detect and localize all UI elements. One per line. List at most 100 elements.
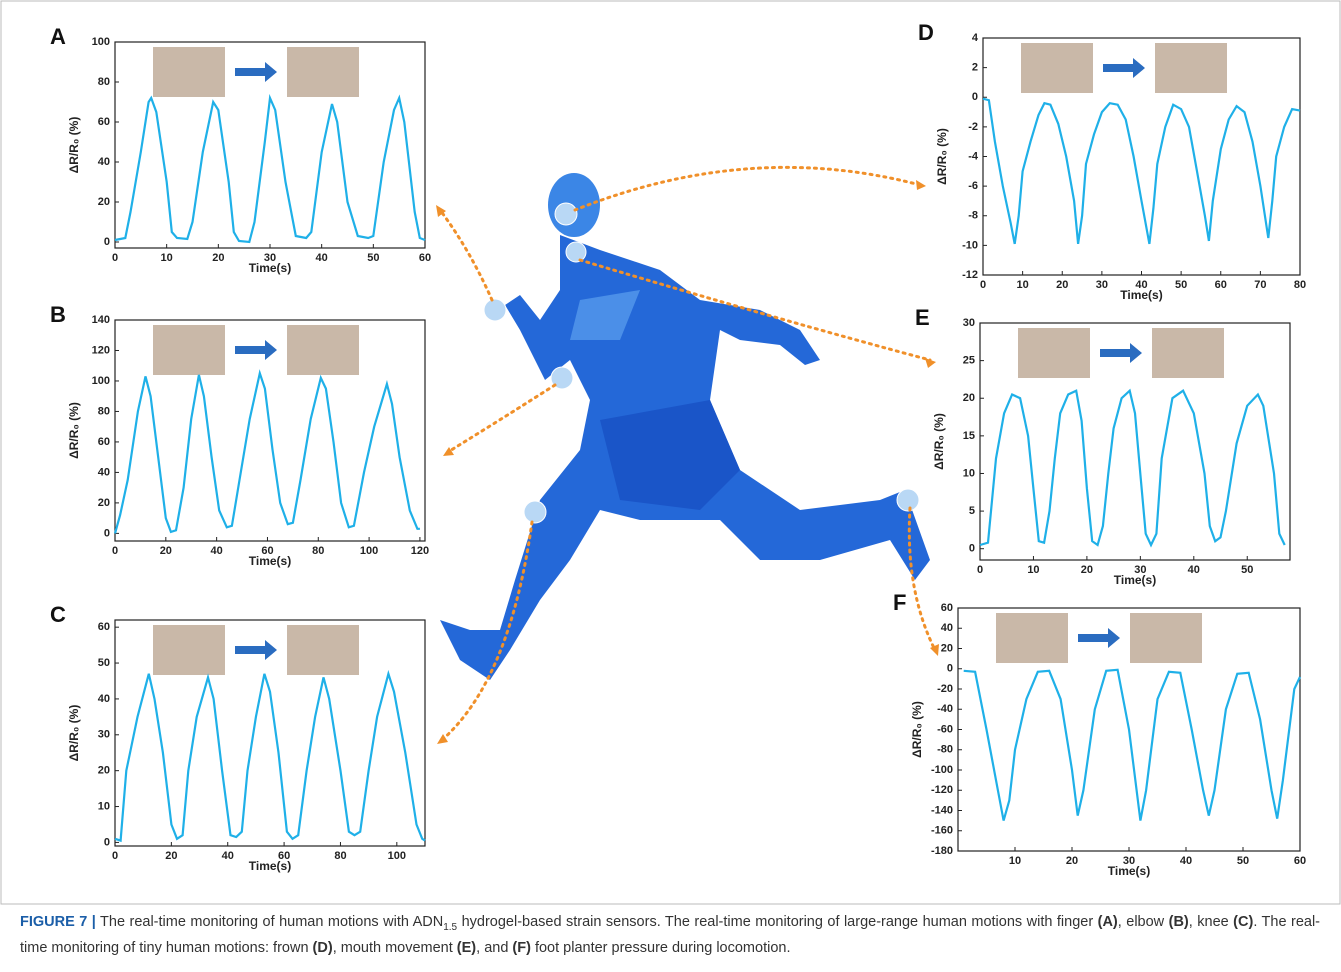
photo-arrow <box>1100 343 1142 363</box>
caption-text: (E) <box>457 940 476 956</box>
x-tick-label: 10 <box>1009 855 1021 867</box>
y-tick-label: -6 <box>968 180 978 192</box>
x-tick-label: 70 <box>1254 279 1266 291</box>
y-tick-label: 120 <box>92 344 110 356</box>
data-line <box>115 674 425 841</box>
y-tick-label: -60 <box>937 723 953 735</box>
y-tick-label: -180 <box>931 845 953 857</box>
photo <box>1018 328 1090 378</box>
photo-arrow <box>235 640 277 660</box>
y-tick-label: 20 <box>98 765 110 777</box>
x-tick-label: 10 <box>1027 564 1039 576</box>
panel-label: D <box>918 20 934 45</box>
photo <box>1152 328 1224 378</box>
x-tick-label: 50 <box>367 252 379 264</box>
panel: -180-160-140-120-100-80-60-40-2002040601… <box>893 590 1306 878</box>
x-tick-label: 100 <box>388 850 406 862</box>
y-tick-label: 100 <box>92 36 110 48</box>
y-tick-label: 20 <box>98 196 110 208</box>
y-tick-label: 0 <box>104 836 110 848</box>
page: {"chart_data": [ {"type": "line", "panel… <box>0 0 1341 972</box>
y-tick-label: 30 <box>98 729 110 741</box>
x-axis-label: Time(s) <box>249 261 291 275</box>
data-line <box>115 98 425 242</box>
caption-text: , knee <box>1189 914 1233 930</box>
caption-text: foot planter pressure during locomotion. <box>531 940 791 956</box>
x-tick-label: 40 <box>1180 855 1192 867</box>
caption-text: hydrogel-based strain sensors. The real-… <box>457 914 1098 930</box>
caption-text: 1.5 <box>443 922 457 933</box>
caption-text: (A) <box>1098 914 1118 930</box>
y-tick-label: 4 <box>972 32 979 44</box>
y-tick-label: 10 <box>963 467 975 479</box>
x-tick-label: 60 <box>1294 855 1306 867</box>
y-tick-label: 100 <box>92 375 110 387</box>
x-tick-label: 50 <box>1241 564 1253 576</box>
y-tick-label: 20 <box>963 392 975 404</box>
y-tick-label: -120 <box>931 784 953 796</box>
y-axis-label: ΔR/R₀ (%) <box>67 117 81 174</box>
y-tick-label: 5 <box>969 505 975 517</box>
x-tick-label: 50 <box>1175 279 1187 291</box>
x-tick-label: 60 <box>1215 279 1227 291</box>
y-tick-label: 2 <box>972 62 978 74</box>
panel-label: B <box>50 302 66 327</box>
x-tick-label: 0 <box>977 564 983 576</box>
y-tick-label: 40 <box>98 466 110 478</box>
y-tick-label: 0 <box>104 527 110 539</box>
x-tick-label: 40 <box>316 252 328 264</box>
x-tick-label: 60 <box>419 252 431 264</box>
y-tick-label: -20 <box>937 683 953 695</box>
y-axis-label: ΔR/R₀ (%) <box>932 413 946 470</box>
x-tick-label: 10 <box>1017 279 1029 291</box>
y-tick-label: -140 <box>931 804 953 816</box>
photo <box>287 47 359 97</box>
data-line <box>964 670 1300 821</box>
x-tick-label: 80 <box>1294 279 1306 291</box>
x-tick-label: 20 <box>165 850 177 862</box>
y-tick-label: 20 <box>941 642 953 654</box>
y-axis-label: ΔR/R₀ (%) <box>67 402 81 459</box>
photo <box>153 325 225 375</box>
panel-label: A <box>50 24 66 49</box>
data-line <box>980 391 1285 545</box>
y-tick-label: 50 <box>98 657 110 669</box>
panel-label: C <box>50 602 66 627</box>
caption-text: , and <box>476 940 512 956</box>
photo <box>996 613 1068 663</box>
photo <box>153 625 225 675</box>
x-tick-label: 0 <box>112 545 118 557</box>
y-tick-label: 0 <box>947 663 953 675</box>
photo-arrow <box>1078 628 1120 648</box>
x-tick-label: 80 <box>334 850 346 862</box>
x-tick-label: 20 <box>1066 855 1078 867</box>
x-tick-label: 20 <box>1081 564 1093 576</box>
x-tick-label: 20 <box>160 545 172 557</box>
panel-label: E <box>915 305 930 330</box>
caption: FIGURE 7 | The real-time monitoring of h… <box>20 912 1320 959</box>
caption-text: (C) <box>1233 914 1253 930</box>
panel: 020406080100120140020406080100120Time(s)… <box>50 302 429 568</box>
caption-text: , mouth movement <box>333 940 457 956</box>
x-axis-label: Time(s) <box>1120 288 1162 302</box>
photo-arrow <box>235 340 277 360</box>
x-tick-label: 10 <box>161 252 173 264</box>
y-tick-label: -2 <box>968 121 978 133</box>
data-line <box>115 373 420 533</box>
y-axis-label: ΔR/R₀ (%) <box>935 128 949 185</box>
y-tick-label: 60 <box>98 621 110 633</box>
y-tick-label: 0 <box>104 236 110 248</box>
caption-text: The real-time monitoring of human motion… <box>96 914 443 930</box>
x-tick-label: 40 <box>1188 564 1200 576</box>
x-tick-label: 40 <box>222 850 234 862</box>
caption-text: , elbow <box>1118 914 1169 930</box>
y-tick-label: -160 <box>931 825 953 837</box>
y-tick-label: 80 <box>98 405 110 417</box>
y-tick-label: 60 <box>98 436 110 448</box>
caption-text: (B) <box>1169 914 1189 930</box>
x-axis-label: Time(s) <box>249 859 291 873</box>
figure: 0204060801000102030405060Time(s)ΔR/R₀ (%… <box>0 0 1341 905</box>
photo-arrow <box>235 62 277 82</box>
